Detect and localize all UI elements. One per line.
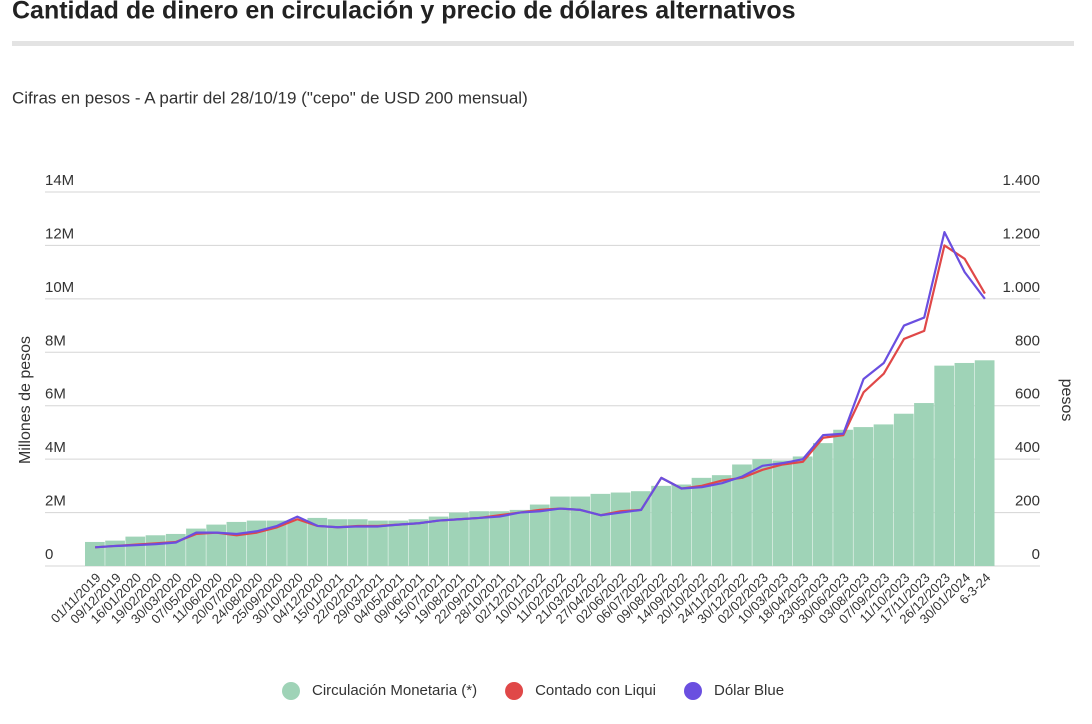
bar (125, 536, 146, 566)
y2-axis-label: pesos (1058, 379, 1075, 422)
bar (186, 528, 206, 566)
bar (489, 511, 510, 566)
bar (408, 519, 429, 566)
y2-tick-label: 1.400 (1002, 172, 1040, 189)
bar (327, 519, 348, 566)
y2-tick-label: 200 (1015, 493, 1040, 510)
bar (287, 520, 307, 566)
bar (853, 427, 874, 566)
y2-tick-label: 600 (1015, 386, 1040, 403)
bar (691, 477, 712, 566)
line (95, 230, 986, 549)
bar (449, 512, 469, 566)
bar (772, 460, 793, 566)
y-tick-label: 6M (45, 386, 66, 403)
y-axis-label: Millones de pesos (17, 336, 34, 464)
bar (833, 429, 853, 566)
legend-label: Dólar Blue (714, 682, 784, 699)
y-tick-label: 2M (45, 493, 66, 510)
bar (610, 492, 631, 566)
bar (246, 520, 267, 566)
y-tick-label: 4M (45, 439, 66, 456)
legend-swatch (684, 682, 702, 700)
bar (529, 504, 550, 566)
bar (934, 365, 955, 566)
chart-title: Cantidad de dinero en circulación y prec… (12, 0, 796, 25)
title-rule (12, 41, 1074, 46)
bar (550, 496, 570, 566)
bar (347, 519, 368, 566)
bar (145, 535, 166, 566)
y2-tick-label: 400 (1015, 439, 1040, 456)
bar (469, 511, 489, 566)
bar (428, 516, 449, 566)
bar (914, 403, 934, 566)
bar (226, 521, 247, 566)
bar (752, 459, 773, 566)
bar (893, 413, 914, 566)
bar (631, 491, 651, 566)
legend-swatch (505, 682, 524, 700)
bar (792, 456, 813, 566)
bar (267, 520, 287, 566)
bar (954, 362, 975, 566)
y2-tick-label: 1.200 (1002, 225, 1040, 242)
bar (711, 475, 732, 566)
y-tick-label: 8M (45, 332, 66, 349)
y-tick-label: 10M (45, 279, 74, 296)
y-tick-label: 14M (45, 172, 74, 189)
line (95, 244, 986, 549)
y2-tick-label: 1.000 (1002, 279, 1040, 296)
bar (651, 485, 671, 566)
bar (873, 424, 894, 566)
legend-swatch (282, 682, 300, 700)
bar (671, 484, 692, 566)
bar (813, 443, 833, 566)
bar (206, 524, 227, 566)
legend: Circulación Monetaria (*) Contado con Liq… (282, 682, 784, 700)
chart-subtitle: Cifras en pesos - A partir del 28/10/19 … (12, 88, 528, 107)
bar (509, 509, 530, 566)
y2-tick-label: 800 (1015, 332, 1040, 349)
bar (590, 493, 611, 566)
bar (974, 360, 995, 566)
y-tick-label: 12M (45, 225, 74, 242)
y2-tick-label: 0 (1032, 546, 1040, 563)
bar (570, 496, 591, 566)
legend-label: Contado con Liqui (535, 682, 656, 699)
bar (732, 464, 752, 566)
legend-label: Circulación Monetaria (*) (312, 682, 477, 699)
bar (307, 517, 328, 566)
bar (388, 520, 409, 566)
bar (85, 541, 105, 566)
bar (368, 520, 388, 566)
y-tick-label: 0 (45, 546, 53, 563)
